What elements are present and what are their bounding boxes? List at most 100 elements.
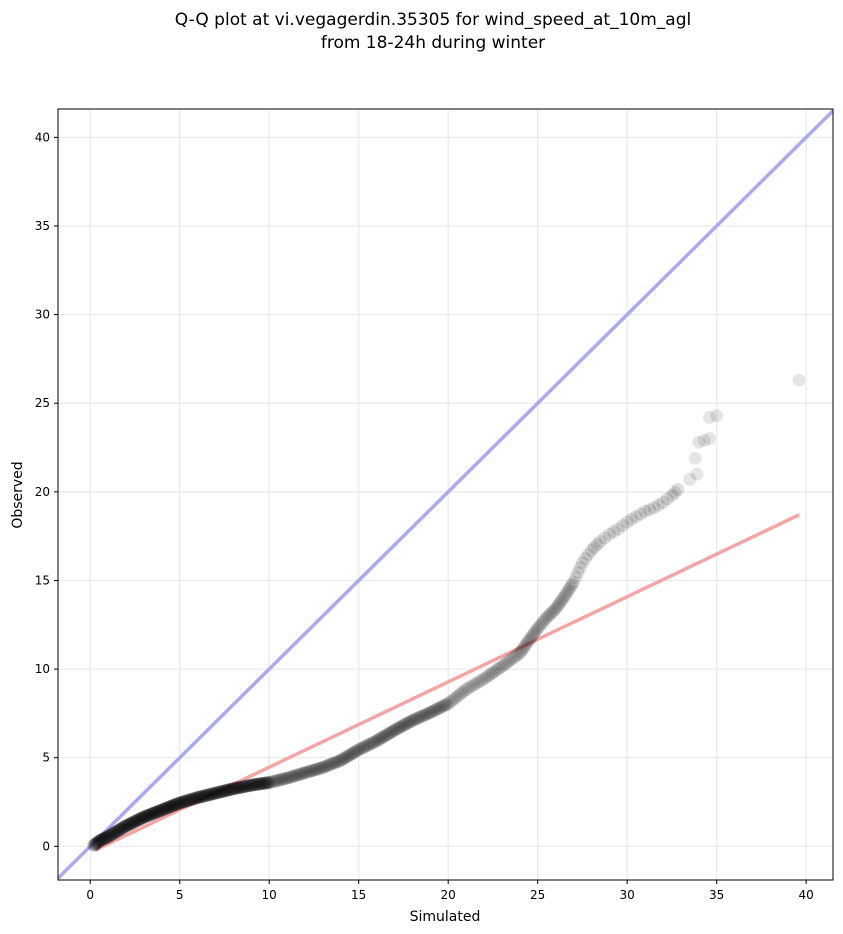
x-axis-label: Simulated bbox=[410, 909, 481, 925]
quantile-point bbox=[683, 472, 697, 486]
quantile-point bbox=[565, 578, 579, 592]
quantile-point bbox=[477, 672, 491, 686]
quantile-point bbox=[92, 834, 106, 848]
quantile-point bbox=[459, 683, 473, 696]
quantile-point bbox=[262, 776, 276, 789]
quantile-point bbox=[179, 794, 193, 808]
quantile-point bbox=[625, 512, 639, 526]
quantile-point bbox=[323, 758, 337, 772]
quantile-point bbox=[216, 784, 230, 798]
quantile-point bbox=[561, 585, 574, 599]
y-tick-label: 20 bbox=[35, 485, 50, 499]
quantile-point bbox=[204, 787, 218, 801]
quantile-point bbox=[533, 619, 546, 633]
quantile-point bbox=[335, 752, 349, 766]
quantile-point bbox=[278, 772, 292, 785]
quantile-point bbox=[178, 794, 192, 808]
quantile-point bbox=[130, 814, 144, 827]
quantile-point bbox=[136, 811, 150, 825]
quantile-point bbox=[117, 820, 131, 834]
quantile-point bbox=[277, 772, 290, 786]
quantile-point bbox=[128, 815, 142, 828]
quantile-point bbox=[134, 812, 148, 826]
quantile-point bbox=[258, 776, 272, 790]
x-tick-label: 35 bbox=[709, 888, 724, 902]
quantile-point bbox=[593, 535, 607, 548]
y-tick-label: 15 bbox=[35, 573, 50, 587]
quantile-point bbox=[191, 791, 205, 805]
x-tick-label: 30 bbox=[620, 888, 635, 902]
quantile-point bbox=[607, 525, 621, 539]
quantile-point bbox=[168, 798, 182, 812]
quantile-point bbox=[441, 697, 455, 711]
quantile-point bbox=[584, 543, 598, 557]
quantile-point bbox=[202, 788, 216, 802]
quantile-point bbox=[240, 779, 254, 793]
quantile-point bbox=[171, 797, 185, 811]
quantile-point bbox=[112, 823, 126, 837]
quantile-point bbox=[409, 712, 423, 726]
quantile-point bbox=[556, 592, 570, 605]
chart-title: Q-Q plot at vi.vegagerdin.35305 for wind… bbox=[175, 10, 691, 30]
quantile-point bbox=[327, 756, 341, 770]
quantile-point bbox=[275, 772, 289, 786]
quantile-point bbox=[87, 838, 101, 852]
quantile-point bbox=[558, 589, 571, 603]
quantile-point bbox=[321, 758, 335, 772]
quantile-point bbox=[401, 716, 414, 730]
quantile-point bbox=[197, 789, 211, 803]
quantile-point bbox=[239, 779, 253, 793]
quantile-point bbox=[300, 765, 314, 779]
quantile-point bbox=[149, 805, 163, 819]
quantile-point bbox=[89, 837, 103, 851]
plot-frame bbox=[57, 108, 834, 881]
quantile-point bbox=[423, 706, 437, 719]
quantile-point bbox=[150, 805, 164, 819]
quantile-point bbox=[100, 830, 114, 844]
quantile-point bbox=[571, 566, 585, 579]
quantile-point bbox=[175, 795, 189, 809]
quantile-point bbox=[559, 587, 573, 601]
quantile-point bbox=[434, 700, 448, 714]
quantile-point bbox=[303, 764, 317, 778]
quantile-point bbox=[289, 768, 303, 782]
y-tick-label: 35 bbox=[35, 219, 50, 233]
quantile-point bbox=[547, 604, 561, 618]
quantile-point bbox=[569, 570, 583, 584]
quantile-point bbox=[102, 829, 116, 843]
quantile-point bbox=[536, 615, 550, 629]
quantile-point bbox=[152, 804, 166, 818]
quantile-point bbox=[223, 783, 237, 797]
quantile-point bbox=[397, 718, 411, 732]
quantile-point bbox=[562, 582, 576, 596]
quantile-point bbox=[294, 767, 308, 781]
quantile-point bbox=[318, 760, 332, 774]
x-tick-label: 5 bbox=[176, 888, 184, 902]
linear-fit-line bbox=[94, 513, 800, 852]
quantile-point bbox=[167, 798, 181, 812]
quantile-point bbox=[104, 828, 118, 842]
quantile-point bbox=[231, 781, 245, 795]
quantile-point bbox=[347, 746, 361, 760]
quantile-point bbox=[139, 809, 153, 823]
quantile-point bbox=[214, 785, 228, 799]
quantile-point bbox=[211, 786, 225, 800]
quantile-point bbox=[543, 607, 557, 621]
quantile-point bbox=[643, 503, 656, 517]
quantile-point bbox=[361, 738, 375, 752]
quantile-point bbox=[99, 831, 113, 845]
quantile-point bbox=[413, 710, 426, 724]
quantile-point bbox=[564, 580, 577, 594]
quantile-point bbox=[376, 730, 390, 744]
quantile-point bbox=[467, 678, 481, 692]
quantile-point bbox=[291, 768, 305, 782]
quantile-point bbox=[427, 704, 441, 718]
quantile-point bbox=[164, 799, 178, 813]
quantile-point bbox=[157, 802, 171, 816]
quantile-point bbox=[587, 540, 601, 554]
quantile-point bbox=[162, 800, 176, 814]
quantile-point bbox=[116, 821, 130, 835]
quantile-point bbox=[334, 753, 348, 767]
quantile-point bbox=[528, 626, 542, 639]
quantile-point bbox=[221, 783, 235, 797]
